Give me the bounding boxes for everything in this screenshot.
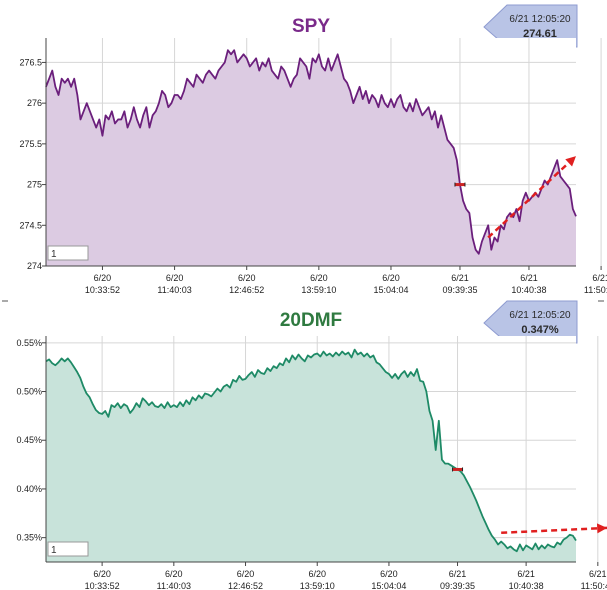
spy-chart-panel: SPY 6/21 12:05:20 274.61 274 274.5 275 275.…: [19, 4, 607, 295]
spy-x-tick-date: 6/20: [310, 273, 328, 283]
spy-x-tick-date: 6/20: [94, 273, 112, 283]
dmf-x-tick-date: 6/21: [517, 569, 535, 579]
dmf-x-tick-date: 6/21: [449, 569, 467, 579]
dmf-x-tick-time: 15:04:04: [371, 581, 406, 590]
spy-period-box-label: 1: [51, 249, 57, 260]
dmf-x-tick-time: 12:46:52: [228, 581, 263, 590]
dmf-period-box: [47, 541, 89, 557]
spy-x-tick-time: 09:39:35: [442, 285, 477, 295]
spy-x-tick-date: 6/20: [382, 273, 400, 283]
badge-value: 0.347%: [521, 324, 559, 336]
spy-y-tick-label: 274: [27, 261, 42, 271]
dmf-x-tick-time: 10:40:38: [509, 581, 544, 590]
dmf-y-tick-label: 0.50%: [16, 387, 42, 397]
spy-x-tick-time: 15:04:04: [373, 285, 408, 295]
spy-y-tick-label: 275: [27, 180, 42, 190]
spy-y-tick-label: 276.5: [19, 57, 42, 67]
spy-x-tick-date: 6/21: [520, 273, 538, 283]
spy-series-line: [45, 49, 577, 255]
dmf-x-tick-time: 13:59:10: [300, 581, 335, 590]
dmf-period-box-label: 1: [51, 545, 57, 556]
dmf-x-tick-date: 6/20: [380, 569, 398, 579]
dmf-area-fill: [46, 349, 576, 562]
spy-trend-arrow-head: [565, 156, 576, 167]
spy-x-tick-date: 6/20: [166, 273, 184, 283]
spy-x-tick-time: 10:33:52: [85, 285, 120, 295]
spy-x-tick-time: 11:50:40: [584, 285, 607, 295]
spy-y-tick-label: 275.5: [19, 139, 42, 149]
spy-x-tick-time: 12:46:52: [229, 285, 264, 295]
spy-y-tick-label: 274.5: [19, 220, 42, 230]
dmf-x-tick-time: 11:40:03: [157, 581, 191, 590]
spy-x-tick-time: 13:59:10: [301, 285, 336, 295]
spy-period-box: [47, 245, 89, 261]
dmf-series-line: [45, 348, 577, 553]
spy-x-tick-date: 6/21: [592, 273, 607, 283]
badge-value: 274.61: [523, 28, 557, 40]
spy-x-tick-time: 10:40:38: [511, 285, 546, 295]
dmf-chart-title: 20DMF: [280, 310, 342, 331]
spy-x-tick-time: 11:40:03: [157, 285, 191, 295]
dmf-x-tick-time: 10:33:52: [85, 581, 120, 590]
dmf-x-tick-date: 6/20: [308, 569, 326, 579]
dmf-trend-arrow-head: [596, 523, 607, 534]
dmf-trend-arrow-line: [501, 526, 607, 535]
spy-chart-title: SPY: [292, 16, 330, 37]
dmf-y-tick-label: 0.45%: [16, 435, 42, 445]
spy-y-tick-label: 276: [27, 98, 42, 108]
spy-x-tick-date: 6/20: [238, 273, 256, 283]
spy-x-tick-date: 6/21: [451, 273, 469, 283]
dmf-x-tick-time: 11:50:40: [581, 581, 607, 590]
dmf-x-tick-date: 6/20: [165, 569, 183, 579]
dmf-x-tick-date: 6/20: [237, 569, 255, 579]
badge-time: 6/21 12:05:20: [509, 14, 571, 25]
dmf-y-tick-label: 0.40%: [16, 484, 42, 494]
spy-area-fill: [46, 50, 576, 267]
dmf-x-tick-date: 6/20: [93, 569, 111, 579]
dmf-y-tick-label: 0.35%: [16, 533, 42, 543]
dmf-x-tick-date: 6/21: [589, 569, 607, 579]
dmf-y-tick-label: 0.55%: [16, 338, 42, 348]
dmf-x-tick-time: 09:39:35: [440, 581, 475, 590]
badge-time: 6/21 12:05:20: [509, 310, 571, 321]
spy-last-value-badge: 6/21 12:05:20 274.61: [483, 4, 578, 48]
dmf-chart-panel: 20DMF 6/21 12:05:20 0.347% 0.35% 0.40% 0.4…: [16, 300, 607, 590]
